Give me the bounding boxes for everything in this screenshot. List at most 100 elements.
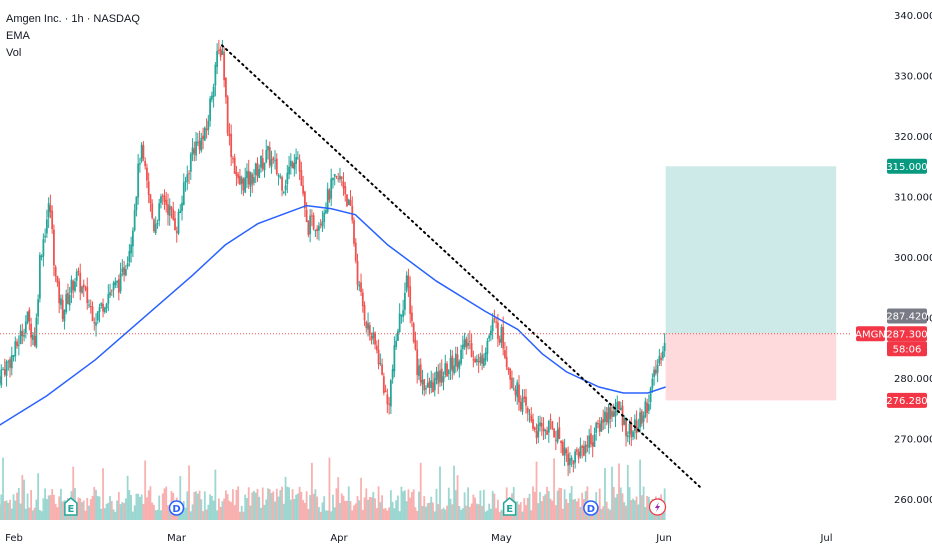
candle-body [298,159,301,172]
y-tick-label: 340.000 [894,11,932,22]
volume-bar [442,507,445,520]
volume-bar [632,498,634,520]
earnings-icon [502,497,517,516]
candle-body [112,282,115,290]
candle-body [149,194,152,204]
dividend-marker[interactable]: D [168,500,185,516]
volume-bar [635,496,638,520]
volume-bar [109,496,111,520]
candle-body [242,178,245,191]
volume-bar [124,498,127,520]
volume-bar [576,501,578,520]
candle-body [396,331,399,341]
volume-bar [577,498,580,520]
volume-bar [9,499,11,520]
candle-body [60,298,62,305]
symbol-title[interactable]: Amgen Inc. · 1h · NASDAQ [6,13,140,25]
volume-bar [131,511,134,520]
volume-bar [432,502,434,520]
volume-bar [391,501,394,520]
candle-body [342,181,345,189]
candle-body [130,244,133,254]
volume-bar [421,505,424,520]
volume-bar [23,479,25,520]
dividend-icon [168,500,185,516]
dividend-marker[interactable]: D [583,500,599,516]
volume-bar [251,492,254,520]
volume-bar [105,503,108,520]
volume-bar [140,494,143,520]
volume-bar [314,489,317,520]
candle-body [411,312,413,322]
candle-body [391,369,394,379]
candle-body [384,390,387,393]
candle-body [486,340,489,354]
candle-body [277,175,280,177]
volume-bar [465,505,468,520]
y-tick-label: 260.000 [894,495,932,506]
candle-body [114,281,117,285]
candle-body [493,318,496,320]
volume-bar [389,490,392,520]
candle-body [405,275,408,291]
last-price-tag-bg [887,326,927,342]
candle-body [139,163,141,165]
candle-body [570,457,573,461]
volume-bar [625,505,627,520]
volume-bar [349,501,352,520]
candle-body [646,402,648,413]
candle-body [656,364,659,373]
candle-body [532,419,534,429]
candle-body [512,388,515,390]
ema-indicator-label[interactable]: EMA [6,30,30,42]
volume-bar [88,505,90,520]
candle-body [591,442,594,447]
volume-bar [321,502,324,520]
volume-bar [416,510,419,520]
volume-bar [51,489,54,520]
volume-bar [347,486,350,520]
volume-bar [386,510,389,520]
candle-body [477,361,480,363]
volume-bar [497,499,499,520]
earnings-marker[interactable]: E [64,497,78,516]
volume-bar [553,458,555,520]
volume-bar [449,498,452,520]
candle-body [330,178,333,199]
volume-bar [561,508,564,520]
volume-bar [102,468,104,520]
volume-bar [323,496,326,520]
volume-bar [56,507,59,520]
earnings-marker[interactable]: E [502,497,517,516]
candle-body [518,384,520,403]
volume-bar [639,459,641,520]
candle-body [418,365,420,376]
volume-bar [418,491,420,520]
volume-indicator-label[interactable]: Vol [6,47,22,59]
candle-body [414,340,417,350]
volume-bar [370,497,373,520]
candle-body [463,339,466,347]
candle-body [226,96,229,134]
volume-bar [458,505,461,520]
candle-body [368,325,371,336]
candle-body [576,449,578,452]
candle-body [44,235,47,238]
volume-bar [268,489,271,520]
volume-bar [312,493,315,520]
candle-body [451,355,454,372]
volume-bar [460,509,462,520]
candle-body [389,380,392,407]
volume-bar [217,498,220,520]
volume-bar [21,475,24,520]
candle-body [284,185,287,191]
candle-body [82,284,85,288]
candle-body [95,322,97,326]
volume-bar [202,511,204,520]
candle-body [109,292,111,296]
candle-body [254,163,257,175]
candle-body [604,411,606,422]
candle-body [10,355,13,369]
